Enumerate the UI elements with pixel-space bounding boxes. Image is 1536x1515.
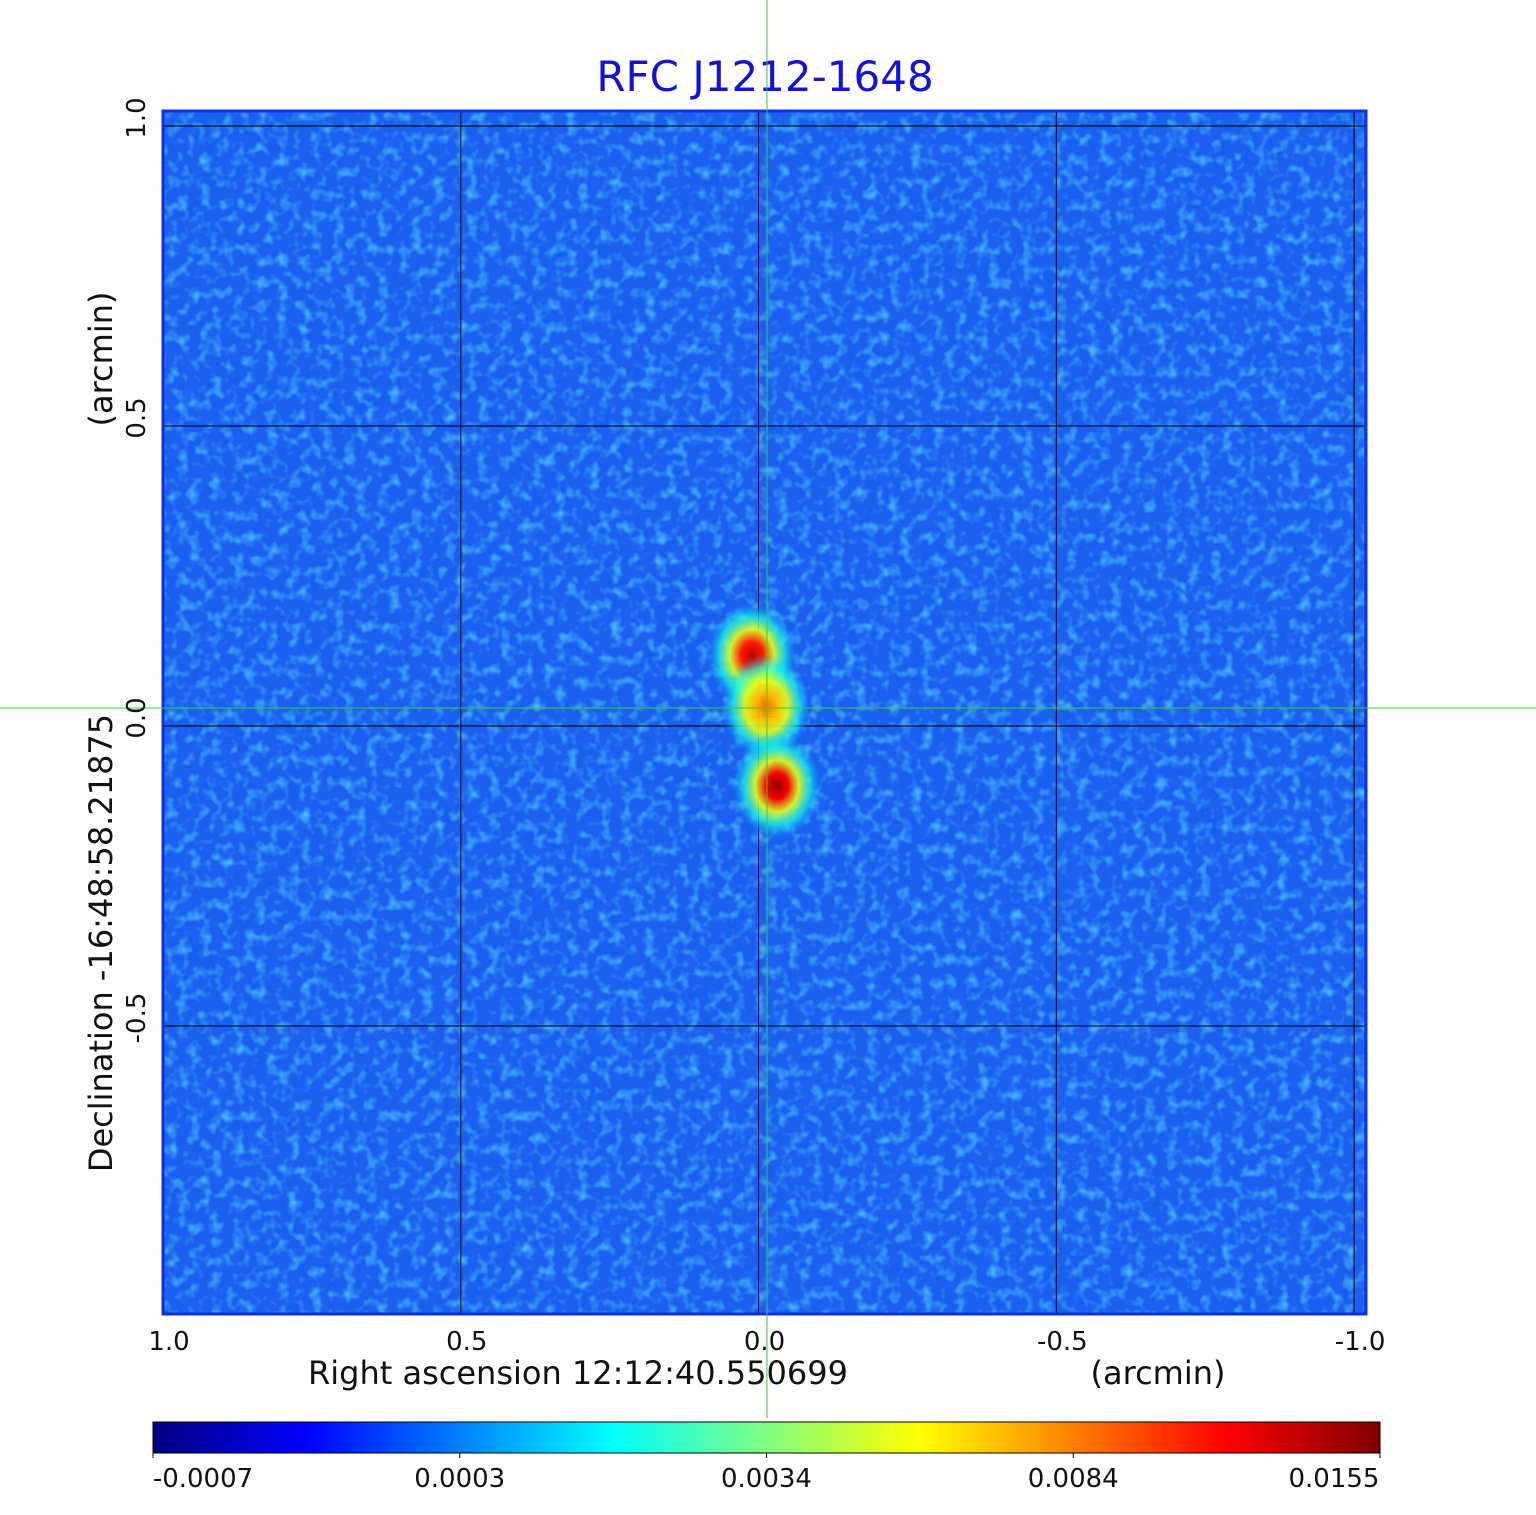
x-tick-label: 1.0 bbox=[148, 1327, 189, 1357]
colorbar-tick-label: -0.0007 bbox=[153, 1464, 253, 1494]
y-tick-label: 0.5 bbox=[122, 397, 152, 438]
colorbar-tick-label: 0.0034 bbox=[721, 1464, 812, 1494]
colorbar-tick-label: 0.0003 bbox=[414, 1464, 505, 1494]
y-tick-label: 1.0 bbox=[122, 97, 152, 138]
x-tick-label: 0.0 bbox=[744, 1327, 785, 1357]
y-tick-label: 0.0 bbox=[122, 697, 152, 738]
x-axis-unit: (arcmin) bbox=[1091, 1354, 1226, 1392]
source bbox=[721, 654, 810, 759]
x-tick-label: 0.5 bbox=[446, 1327, 487, 1357]
source bbox=[733, 734, 822, 838]
x-tick-label: -0.5 bbox=[1037, 1327, 1088, 1357]
y-axis-unit: (arcmin) bbox=[82, 292, 120, 427]
x-axis-label: Right ascension 12:12:40.550699 bbox=[308, 1354, 848, 1392]
chart-title: RFC J1212-1648 bbox=[596, 52, 933, 101]
plot-area bbox=[163, 111, 1366, 1314]
colorbar bbox=[152, 1421, 1381, 1454]
colorbar-tick-label: 0.0084 bbox=[1028, 1464, 1119, 1494]
plot-frame bbox=[161, 109, 1368, 1316]
x-tick-label: -1.0 bbox=[1335, 1327, 1386, 1357]
colorbar-tick-label: 0.0155 bbox=[1289, 1464, 1380, 1494]
y-tick-label: -0.5 bbox=[122, 993, 152, 1044]
y-axis-label: Declination -16:48:58.21875 bbox=[82, 714, 120, 1172]
